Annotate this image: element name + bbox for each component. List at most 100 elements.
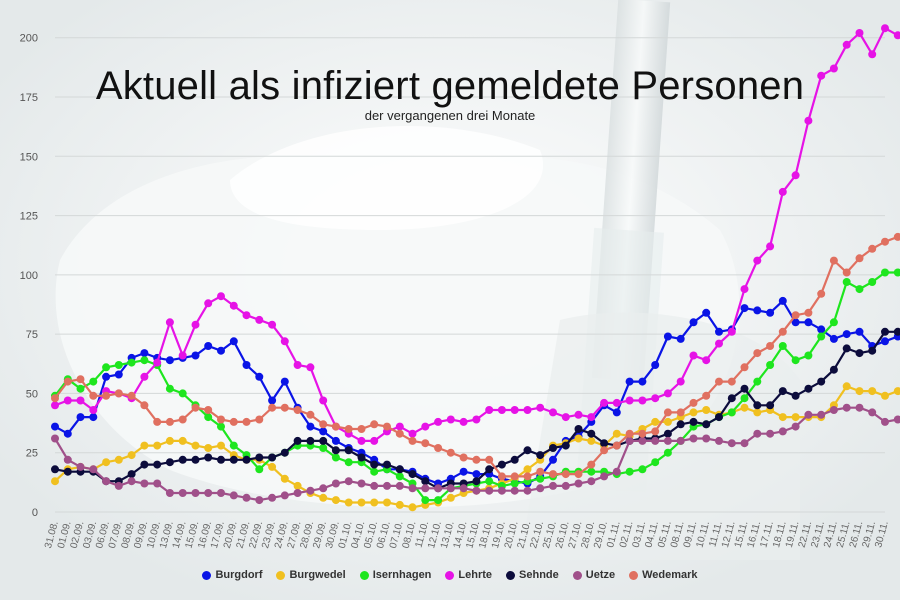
data-point[interactable] [689,351,698,360]
data-point[interactable] [753,256,762,265]
data-point[interactable] [625,467,634,476]
data-point[interactable] [446,415,455,424]
data-point[interactable] [63,396,72,405]
data-point[interactable] [357,479,366,488]
data-point[interactable] [165,458,174,467]
data-point[interactable] [165,384,174,393]
data-point[interactable] [293,406,302,414]
data-point[interactable] [255,315,264,324]
data-point[interactable] [791,171,800,180]
data-point[interactable] [127,451,136,460]
data-point[interactable] [102,477,111,486]
data-point[interactable] [102,391,111,400]
data-point[interactable] [191,489,200,497]
data-point[interactable] [370,498,379,507]
data-point[interactable] [676,408,685,417]
data-point[interactable] [331,453,340,462]
data-point[interactable] [268,462,277,471]
data-point[interactable] [778,327,787,336]
data-point[interactable] [561,470,570,479]
data-point[interactable] [740,304,749,313]
data-point[interactable] [651,458,660,467]
data-point[interactable] [319,420,328,429]
data-point[interactable] [459,453,468,462]
data-point[interactable] [587,467,596,476]
data-point[interactable] [114,389,123,398]
data-point[interactable] [153,479,162,488]
data-point[interactable] [663,448,672,457]
data-point[interactable] [791,391,800,400]
data-point[interactable] [651,361,660,369]
data-point[interactable] [51,477,59,486]
data-point[interactable] [408,484,417,493]
data-point[interactable] [114,481,123,490]
data-point[interactable] [344,477,353,486]
data-point[interactable] [434,496,443,505]
data-point[interactable] [881,237,889,246]
data-point[interactable] [536,474,545,483]
data-point[interactable] [574,470,583,479]
data-point[interactable] [791,356,800,365]
data-point[interactable] [421,477,430,486]
data-point[interactable] [434,484,443,493]
data-point[interactable] [229,417,238,426]
data-point[interactable] [140,372,149,381]
data-point[interactable] [204,453,213,462]
data-point[interactable] [102,363,111,372]
data-point[interactable] [702,406,711,414]
data-point[interactable] [689,417,698,426]
data-point[interactable] [855,327,864,336]
data-point[interactable] [217,415,225,424]
data-point[interactable] [383,481,391,490]
data-point[interactable] [804,410,813,419]
data-point[interactable] [893,232,900,241]
data-point[interactable] [881,327,889,336]
data-point[interactable] [855,387,864,396]
data-point[interactable] [523,486,532,495]
data-point[interactable] [715,377,723,386]
data-point[interactable] [76,413,85,422]
data-point[interactable] [817,410,826,419]
data-point[interactable] [63,429,72,438]
data-point[interactable] [421,496,430,505]
data-point[interactable] [51,401,59,410]
data-point[interactable] [229,441,238,450]
data-point[interactable] [319,484,328,493]
data-point[interactable] [268,396,277,405]
data-point[interactable] [702,434,711,443]
data-point[interactable] [255,372,264,381]
data-point[interactable] [842,403,851,412]
data-point[interactable] [881,268,889,277]
data-point[interactable] [395,422,404,431]
data-point[interactable] [549,408,557,417]
data-point[interactable] [114,361,123,369]
data-point[interactable] [842,344,851,353]
data-point[interactable] [893,31,900,40]
data-point[interactable] [357,453,366,462]
data-point[interactable] [153,358,162,367]
data-point[interactable] [497,486,506,495]
data-point[interactable] [178,436,187,445]
data-point[interactable] [319,444,328,452]
data-point[interactable] [255,465,264,474]
data-point[interactable] [217,422,225,431]
data-point[interactable] [408,470,417,479]
data-point[interactable] [153,441,162,450]
data-point[interactable] [293,436,302,445]
data-point[interactable] [217,455,225,464]
data-point[interactable] [778,427,787,436]
data-point[interactable] [165,489,174,497]
data-point[interactable] [510,486,519,495]
data-point[interactable] [727,377,736,386]
data-point[interactable] [881,337,889,346]
data-point[interactable] [702,420,711,429]
data-point[interactable] [625,396,634,405]
data-point[interactable] [165,436,174,445]
data-point[interactable] [217,346,225,355]
data-point[interactable] [421,422,430,431]
data-point[interactable] [242,417,251,426]
data-point[interactable] [842,330,851,339]
data-point[interactable] [804,384,813,393]
data-point[interactable] [778,387,787,396]
data-point[interactable] [510,455,519,464]
